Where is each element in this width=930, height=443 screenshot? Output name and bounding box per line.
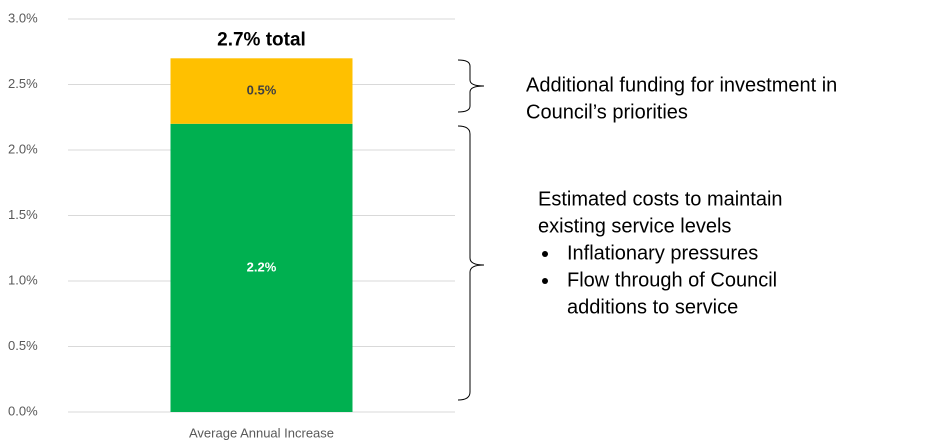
- y-tick-label: 0.5%: [8, 338, 38, 353]
- annotation: existing service levels: [538, 215, 731, 237]
- y-tick-label: 0.0%: [8, 403, 38, 418]
- brace: [457, 59, 485, 113]
- x-tick-label: Average Annual Increase: [189, 425, 334, 440]
- annotation: Inflationary pressures: [567, 242, 758, 264]
- y-tick-label: 3.0%: [8, 10, 38, 25]
- bullet: [542, 278, 548, 284]
- brace: [457, 125, 485, 401]
- total-label: 2.7% total: [217, 29, 306, 50]
- bar-segment: [170, 123, 353, 413]
- value-label: 2.2%: [247, 259, 277, 274]
- y-tick-label: 2.0%: [8, 141, 38, 156]
- annotation: Flow through of Council: [567, 269, 777, 291]
- annotation: additions to service: [567, 296, 738, 318]
- annotation: Council’s priorities: [526, 101, 688, 123]
- annotation: Additional funding for investment in: [526, 74, 837, 96]
- y-tick-label: 2.5%: [8, 76, 38, 91]
- value-label: 0.5%: [247, 82, 277, 97]
- y-tick-label: 1.0%: [8, 272, 38, 287]
- bullet: [542, 251, 548, 257]
- bar-segment: [170, 58, 353, 124]
- annotation: Estimated costs to maintain: [538, 188, 783, 210]
- y-tick-label: 1.5%: [8, 207, 38, 222]
